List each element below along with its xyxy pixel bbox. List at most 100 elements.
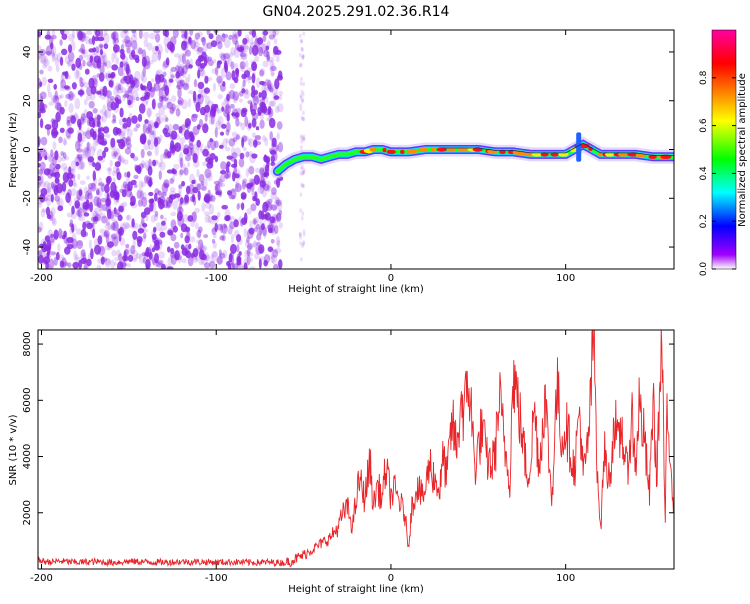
noise-blob xyxy=(93,176,97,186)
noise-blob xyxy=(247,151,254,157)
noise-blob xyxy=(163,179,170,189)
noise-blob xyxy=(208,33,214,40)
noise-blob xyxy=(124,147,132,155)
noise-blob xyxy=(172,169,177,175)
noise-blob xyxy=(80,43,85,55)
noise-blob xyxy=(125,187,132,198)
noise-blob xyxy=(151,232,156,243)
noise-blob xyxy=(120,157,126,164)
noise-blob xyxy=(199,55,203,61)
noise-blob xyxy=(230,61,235,70)
noise-blob xyxy=(268,227,273,234)
noise-blob xyxy=(299,33,302,39)
noise-blob xyxy=(253,226,258,232)
noise-blob xyxy=(147,108,152,119)
noise-blob xyxy=(211,68,218,74)
noise-blob xyxy=(142,192,147,201)
noise-blob xyxy=(300,135,304,141)
noise-blob xyxy=(154,210,159,217)
noise-blob xyxy=(61,181,67,192)
noise-blob xyxy=(175,75,182,84)
noise-blob xyxy=(183,144,189,155)
noise-blob xyxy=(113,261,117,266)
noise-blob xyxy=(211,251,219,262)
noise-blob xyxy=(270,254,278,264)
noise-blob xyxy=(301,92,305,97)
noise-blob xyxy=(233,47,240,59)
noise-blob xyxy=(270,155,275,164)
noise-blob xyxy=(39,254,45,264)
noise-blob xyxy=(154,192,158,202)
noise-blob xyxy=(298,232,302,237)
top-x-axis-label: Height of straight line (km) xyxy=(288,284,424,295)
noise-blob xyxy=(187,73,191,83)
noise-blob xyxy=(103,32,110,44)
noise-blob xyxy=(68,90,74,101)
noise-blob xyxy=(99,109,104,115)
noise-blob xyxy=(302,241,305,247)
noise-blob xyxy=(172,171,178,177)
noise-blob xyxy=(77,156,82,161)
noise-blob xyxy=(108,80,114,88)
noise-blob xyxy=(121,38,129,43)
noise-blob xyxy=(232,30,238,37)
noise-blob xyxy=(138,180,144,191)
top-x-tick-label: -100 xyxy=(205,273,228,284)
noise-blob xyxy=(111,233,118,240)
noise-blob xyxy=(235,180,240,189)
noise-blob xyxy=(299,192,303,197)
noise-blob xyxy=(266,40,271,49)
noise-blob xyxy=(56,102,62,113)
noise-blob xyxy=(252,240,258,249)
noise-blob xyxy=(193,45,200,52)
noise-blob xyxy=(122,159,129,165)
noise-blob xyxy=(158,170,162,180)
noise-blob xyxy=(151,98,156,110)
noise-blob xyxy=(48,233,53,239)
noise-blob xyxy=(104,231,108,237)
noise-blob xyxy=(259,98,266,103)
noise-blob xyxy=(50,193,54,203)
noise-blob xyxy=(78,161,86,170)
noise-blob xyxy=(236,203,240,211)
noise-blob xyxy=(138,224,142,235)
noise-blob xyxy=(171,95,177,102)
noise-blob xyxy=(239,61,246,70)
noise-blob xyxy=(249,220,253,228)
noise-blob xyxy=(230,188,237,200)
noise-blob xyxy=(171,145,176,156)
noise-blob xyxy=(189,30,194,36)
noise-blob xyxy=(252,191,256,200)
noise-blob xyxy=(252,242,258,248)
noise-blob xyxy=(136,189,142,199)
signal-hotspot xyxy=(406,149,412,154)
noise-blob xyxy=(271,253,275,264)
noise-blob xyxy=(157,239,163,245)
noise-blob xyxy=(77,207,83,218)
signal-center-line xyxy=(443,142,674,156)
noise-blob xyxy=(137,228,145,234)
noise-blob xyxy=(148,131,156,141)
noise-blob xyxy=(218,144,224,149)
noise-blob xyxy=(300,257,303,262)
noise-blob xyxy=(219,174,225,183)
noise-blob xyxy=(224,215,230,222)
noise-blob xyxy=(275,143,279,150)
noise-blob xyxy=(185,41,190,49)
noise-blob xyxy=(56,199,61,206)
noise-blob xyxy=(209,112,216,119)
noise-blob xyxy=(81,50,86,55)
noise-blob xyxy=(135,253,142,259)
noise-blob xyxy=(259,80,266,86)
noise-blob xyxy=(184,30,188,39)
noise-blob xyxy=(51,34,57,40)
noise-blob xyxy=(66,119,71,126)
noise-blob xyxy=(225,129,230,136)
noise-blob xyxy=(115,147,120,155)
noise-blob xyxy=(264,212,271,221)
noise-blob xyxy=(86,142,92,153)
noise-blob xyxy=(96,197,102,208)
noise-blob xyxy=(92,130,97,140)
noise-blob xyxy=(230,188,236,193)
noise-blob xyxy=(86,175,90,180)
